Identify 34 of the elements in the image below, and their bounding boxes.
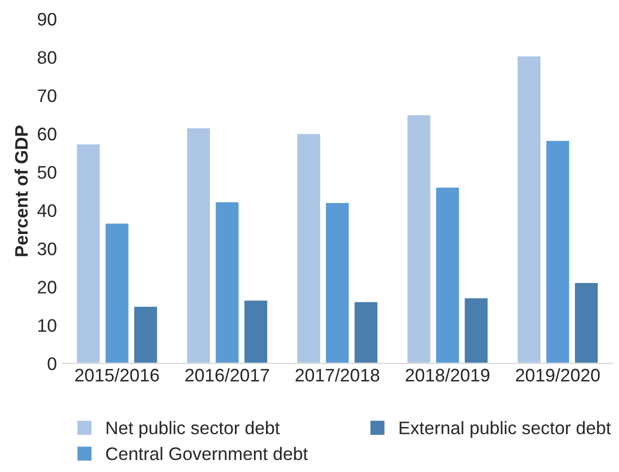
bar: [186, 126, 212, 364]
legend-label: Central Government debt: [106, 446, 308, 460]
y-tick-label: 60: [38, 128, 56, 140]
bar: [463, 296, 489, 364]
bar: [296, 132, 322, 364]
bar: [516, 54, 542, 364]
x-tick-label: 2016/2017: [185, 368, 269, 382]
bar: [214, 200, 240, 364]
y-tick-label: 80: [38, 51, 56, 64]
bar: [76, 142, 102, 364]
y-tick-label: 90: [38, 12, 56, 26]
bar: [406, 114, 432, 364]
y-axis-title: Percent of GDP: [14, 126, 28, 256]
y-tick-label: 30: [38, 242, 56, 256]
y-tick-label: 0: [48, 357, 56, 370]
x-tick-label: 2018/2019: [406, 368, 490, 382]
x-tick-label: 2015/2016: [75, 368, 159, 382]
bar: [243, 299, 269, 364]
y-tick-label: 40: [37, 204, 56, 218]
x-tick-label: 2019/2020: [516, 368, 600, 382]
legend-label: Net public sector debt: [106, 421, 280, 438]
y-tick-label: 70: [38, 89, 56, 102]
bar: [353, 300, 379, 364]
y-tick-label: 10: [38, 319, 56, 332]
x-tick-label: 2017/2018: [296, 368, 380, 382]
bar: [132, 305, 158, 364]
y-tick-label: 50: [38, 166, 56, 179]
legend-label: External public sector debt: [400, 421, 611, 438]
bar: [324, 202, 350, 364]
bar: [104, 222, 130, 364]
bar: [544, 140, 571, 364]
y-tick-label: 20: [38, 280, 56, 294]
bar: [574, 282, 600, 364]
bar: [434, 186, 460, 364]
